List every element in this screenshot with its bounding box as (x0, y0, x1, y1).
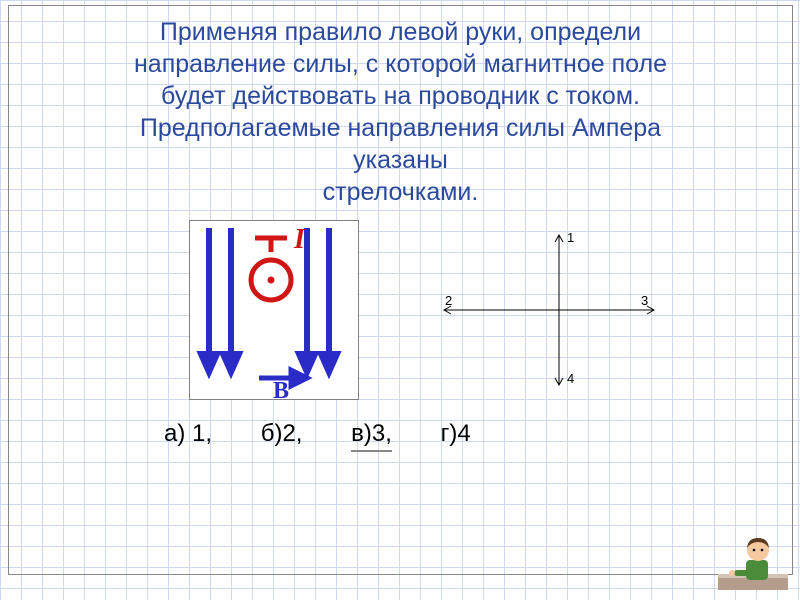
eye-l (753, 549, 756, 552)
question-heading: Применяя правило левой руки, определи на… (9, 6, 792, 208)
student-character (718, 530, 788, 600)
eye-r (761, 549, 764, 552)
heading-line-6: стрелочками. (29, 176, 772, 208)
answer-v: в)3, (351, 420, 392, 452)
direction-cross: 1 2 3 4 (409, 220, 659, 400)
content-frame: Применяя правило левой руки, определи на… (8, 5, 793, 575)
heading-line-4: Предполагаемые направления силы Ампера (29, 112, 772, 144)
character-svg (718, 530, 788, 600)
hand (729, 570, 735, 576)
cross-label-right: 3 (641, 293, 648, 308)
cross-label-down: 4 (567, 371, 574, 386)
heading-line-3: будет действовать на проводник с током. (29, 80, 772, 112)
heading-line-5: указаны (29, 144, 772, 176)
heading-line-1: Применяя правило левой руки, определи (29, 16, 772, 48)
answer-a: а) 1, (164, 420, 212, 448)
shirt (746, 560, 768, 580)
cross-label-left: 2 (445, 293, 452, 308)
cross-svg: 1 2 3 4 (409, 220, 659, 400)
arm (734, 570, 750, 576)
current-dot (268, 277, 275, 284)
b-label: B (273, 378, 289, 400)
i-label: I (293, 224, 306, 255)
cross-lines (444, 235, 654, 385)
answer-options: а) 1, б)2, в)3, г)4 (9, 420, 792, 452)
answer-b: б)2, (261, 420, 303, 448)
heading-line-2: направление силы, с которой магнитное по… (29, 48, 772, 80)
cross-label-up: 1 (567, 230, 574, 245)
diagram-row: I B (9, 220, 792, 400)
answer-g: г)4 (441, 420, 471, 448)
physics-svg: I B (189, 220, 359, 400)
diagram-border (190, 221, 359, 400)
physics-diagram: I B (189, 220, 359, 400)
